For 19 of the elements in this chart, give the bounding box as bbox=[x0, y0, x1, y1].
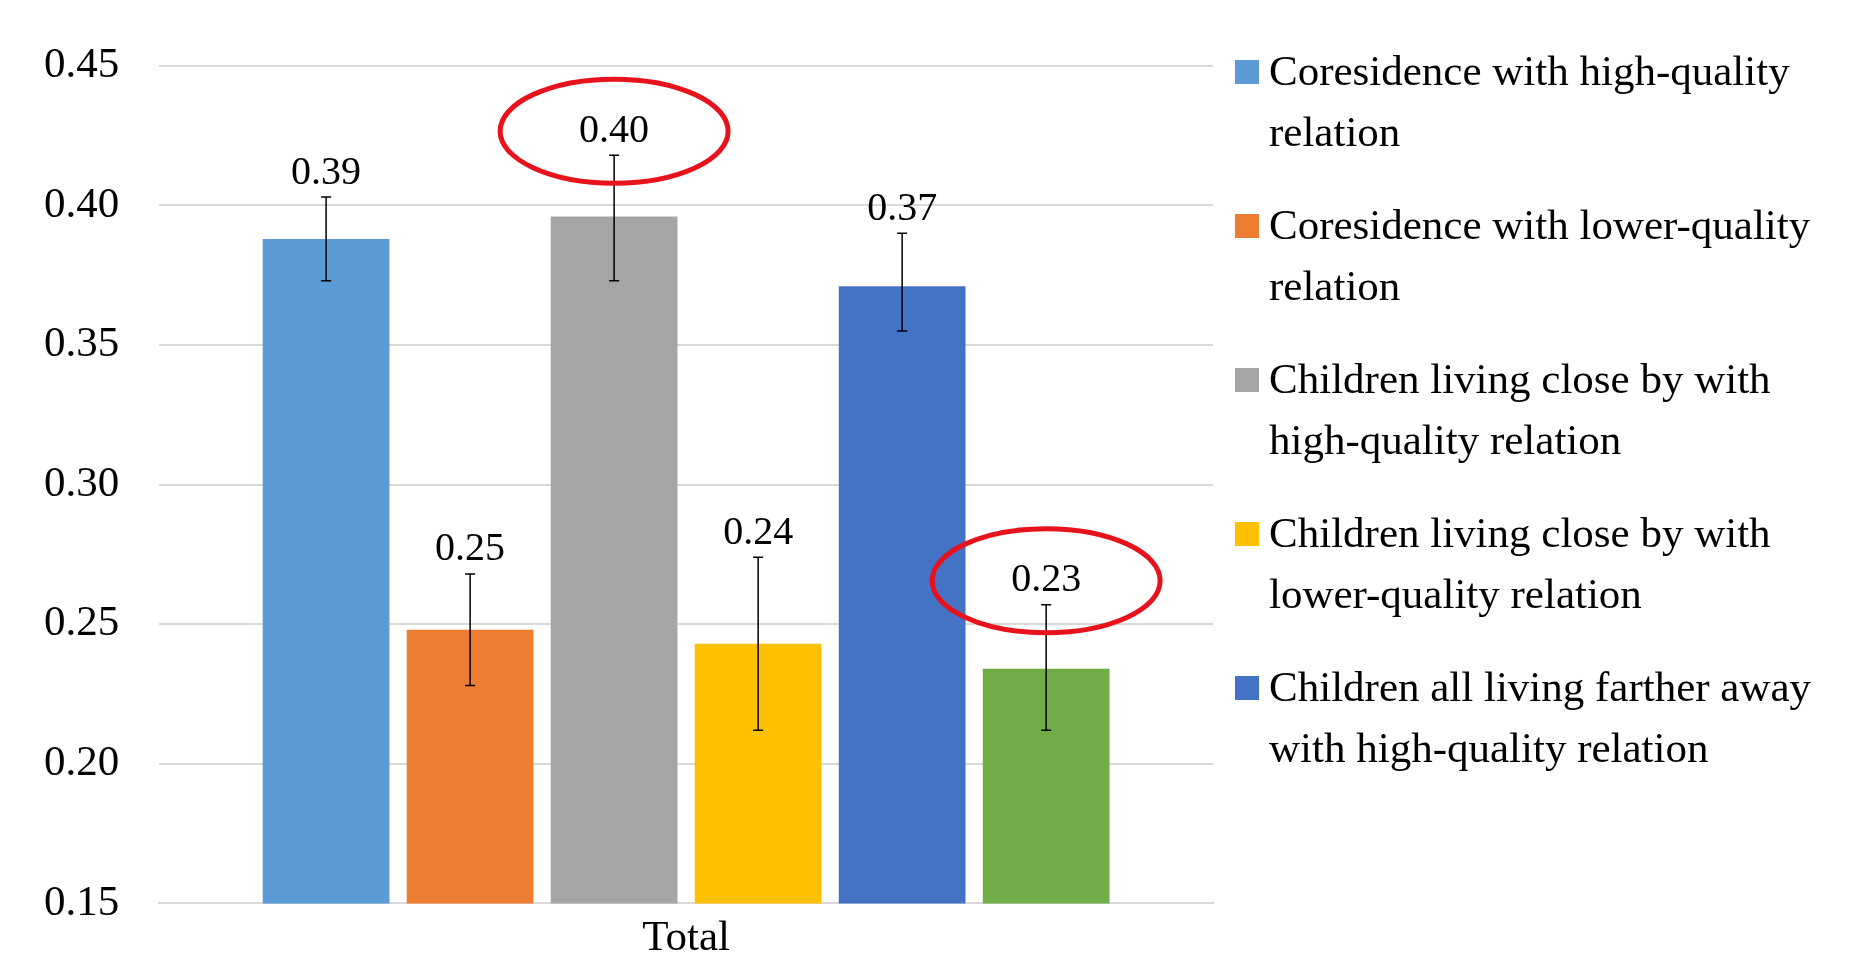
y-tick-label: 0.15 bbox=[44, 876, 120, 924]
data-label: 0.37 bbox=[867, 183, 938, 229]
legend-label: Children living close by with lower-quality relation bbox=[1269, 508, 1772, 619]
y-tick-label: 0.30 bbox=[44, 457, 120, 505]
y-tick-label: 0.35 bbox=[44, 318, 120, 366]
legend-label: Children living close by with high-quality relation bbox=[1269, 354, 1772, 465]
y-tick-label: 0.20 bbox=[44, 737, 120, 785]
y-tick-label: 0.40 bbox=[44, 178, 120, 226]
data-label: 0.24 bbox=[723, 507, 794, 553]
legend-label: Coresidence with lower-quality relation bbox=[1269, 200, 1812, 311]
x-tick-label: Total bbox=[642, 912, 731, 960]
y-tick-label: 0.45 bbox=[44, 39, 120, 87]
data-label: 0.39 bbox=[291, 147, 362, 193]
data-label: 0.40 bbox=[579, 105, 650, 151]
data-label: 0.25 bbox=[435, 524, 506, 570]
y-tick-label: 0.25 bbox=[44, 597, 120, 645]
legend-label: Coresidence with high-quality relation bbox=[1269, 46, 1791, 157]
legend-label: Children all living farther away with high-quality relation bbox=[1269, 662, 1813, 773]
data-label: 0.23 bbox=[1011, 555, 1082, 601]
